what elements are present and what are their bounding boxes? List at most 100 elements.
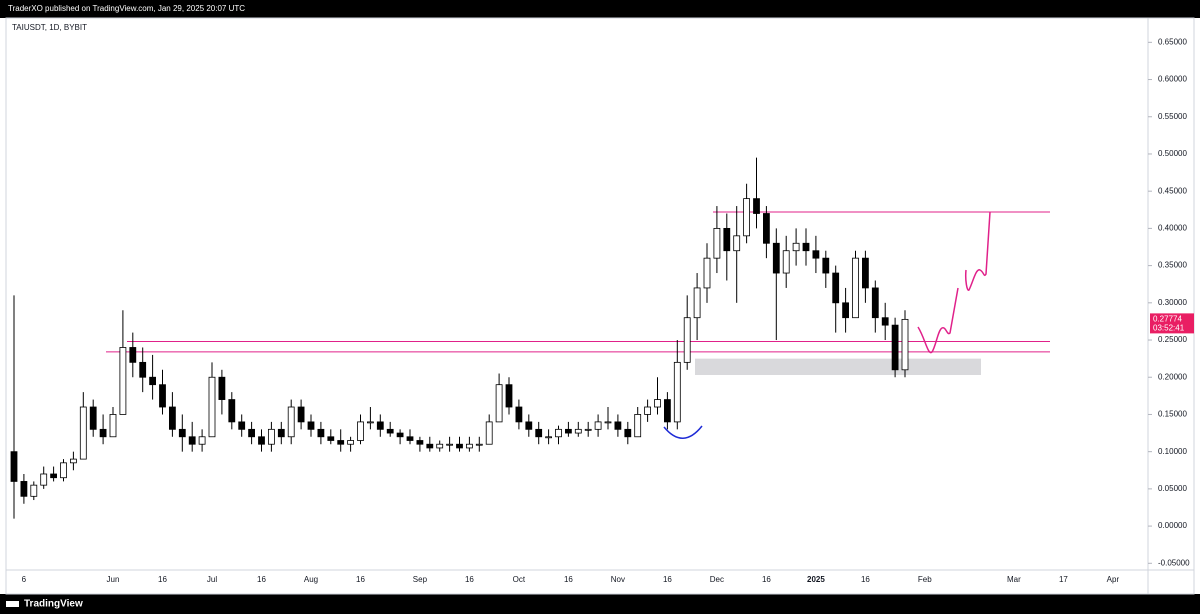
candle-body bbox=[485, 421, 493, 445]
candle-body bbox=[416, 440, 424, 445]
countdown: 03:52:41 bbox=[1153, 323, 1185, 332]
candle-body bbox=[327, 436, 335, 441]
x-tick-label: 16 bbox=[465, 575, 474, 584]
candle-body bbox=[396, 432, 404, 438]
x-tick-label: 16 bbox=[356, 575, 365, 584]
y-tick-label: 0.15000 bbox=[1158, 410, 1187, 419]
candle-body bbox=[802, 242, 810, 252]
candle-body bbox=[654, 399, 661, 408]
y-tick-label: 0.35000 bbox=[1158, 261, 1187, 270]
y-tick-label: 0.00000 bbox=[1158, 521, 1187, 530]
candle-body bbox=[545, 436, 552, 439]
candle-body bbox=[862, 257, 869, 289]
y-tick-label: 0.45000 bbox=[1158, 186, 1187, 195]
candle-body bbox=[871, 287, 879, 319]
x-tick-label: 16 bbox=[861, 575, 870, 584]
candle-body bbox=[79, 406, 87, 460]
candle-body bbox=[505, 384, 513, 408]
y-tick-label: 0.60000 bbox=[1158, 75, 1187, 84]
x-tick-label: Jun bbox=[107, 575, 120, 584]
candle-body bbox=[515, 406, 523, 423]
candle-body bbox=[40, 473, 48, 486]
candle-body bbox=[852, 257, 859, 319]
candle-body bbox=[347, 440, 355, 445]
candle-body bbox=[753, 198, 760, 214]
candle-body bbox=[366, 421, 374, 424]
candle-body bbox=[238, 421, 246, 430]
candle-body bbox=[822, 257, 830, 274]
candle-body bbox=[456, 443, 463, 449]
candle-body bbox=[149, 376, 157, 386]
candle-body bbox=[713, 227, 721, 259]
candle-body bbox=[129, 347, 137, 363]
candle-body bbox=[218, 376, 226, 400]
candle-body bbox=[89, 406, 97, 430]
x-tick-label: Nov bbox=[611, 575, 625, 584]
support-zone bbox=[695, 358, 981, 376]
x-tick-label: Dec bbox=[710, 575, 724, 584]
footer-bar bbox=[0, 594, 1200, 614]
y-tick-label: 0.50000 bbox=[1158, 149, 1187, 158]
projection-drawing bbox=[917, 211, 991, 354]
y-tick-label: 0.40000 bbox=[1158, 223, 1187, 232]
candle-body bbox=[723, 227, 731, 252]
x-tick-label: Oct bbox=[513, 575, 526, 584]
candle-body bbox=[634, 414, 642, 438]
candle-body bbox=[891, 324, 899, 371]
y-tick-label: 0.30000 bbox=[1158, 298, 1187, 307]
symbol: TAIUSDT, 1D, BYBIT bbox=[12, 23, 87, 32]
candle-body bbox=[475, 443, 483, 446]
x-tick-label: 2025 bbox=[807, 575, 825, 584]
price-label: 0.27774 bbox=[1153, 314, 1182, 323]
y-tick-label: 0.10000 bbox=[1158, 447, 1187, 456]
candle-body bbox=[436, 443, 444, 449]
x-tick-label: 17 bbox=[1059, 575, 1068, 584]
candle-body bbox=[703, 257, 711, 289]
candle-body bbox=[228, 399, 236, 423]
x-tick-label: Sep bbox=[413, 575, 428, 584]
x-tick-label: 16 bbox=[158, 575, 167, 584]
candle-body bbox=[683, 317, 691, 363]
x-tick-label: Mar bbox=[1007, 575, 1021, 584]
candle-body bbox=[832, 272, 840, 304]
x-tick-label: Aug bbox=[304, 575, 318, 584]
candle-body bbox=[287, 406, 295, 438]
candle-body bbox=[267, 428, 275, 445]
candle-body bbox=[743, 198, 750, 237]
candle-body bbox=[70, 458, 77, 464]
candle-body bbox=[119, 347, 127, 415]
candle-body bbox=[574, 428, 582, 434]
candle-body bbox=[20, 481, 28, 497]
brand-logo bbox=[6, 601, 19, 607]
candle-body bbox=[188, 436, 196, 445]
candle-body bbox=[139, 361, 147, 378]
candle-body bbox=[386, 428, 394, 434]
candle-body bbox=[792, 242, 800, 252]
candle-body bbox=[604, 421, 612, 424]
candle-body bbox=[535, 428, 543, 438]
candle-body bbox=[317, 428, 325, 438]
candle-body bbox=[465, 443, 473, 449]
x-tick-label: Apr bbox=[1107, 575, 1120, 584]
candle-body bbox=[30, 484, 38, 497]
candle-body bbox=[733, 235, 741, 252]
candle-body bbox=[624, 428, 632, 438]
candle-body bbox=[881, 317, 889, 326]
candle-body bbox=[50, 473, 57, 479]
candle-body bbox=[297, 406, 305, 423]
candle-body bbox=[307, 421, 315, 430]
candle-body bbox=[376, 421, 384, 430]
brand: TradingView bbox=[24, 599, 83, 610]
candle-body bbox=[208, 376, 216, 438]
candle-body bbox=[644, 406, 651, 415]
y-tick-label: 0.55000 bbox=[1158, 112, 1187, 121]
y-tick-label: -0.05000 bbox=[1158, 558, 1190, 567]
x-tick-label: 6 bbox=[22, 575, 27, 584]
candle-body bbox=[525, 421, 533, 430]
candle-body bbox=[495, 384, 503, 423]
y-tick-label: 0.65000 bbox=[1158, 37, 1187, 46]
candle-body bbox=[565, 428, 572, 434]
